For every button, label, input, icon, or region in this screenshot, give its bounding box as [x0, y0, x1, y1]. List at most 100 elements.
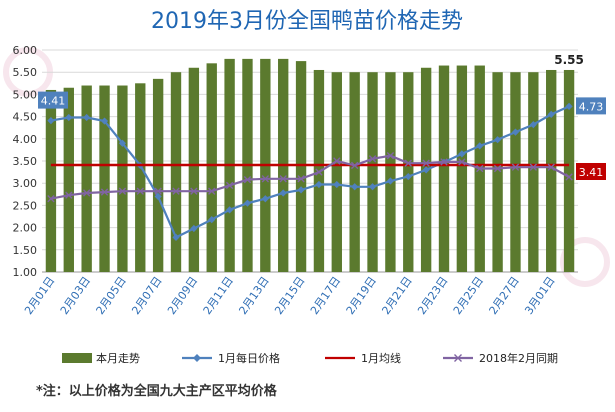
- data-point-x: [350, 161, 359, 170]
- data-point-diamond: [47, 116, 55, 125]
- data-point-diamond: [458, 150, 466, 158]
- data-point-diamond: [100, 117, 109, 125]
- data-point-diamond: [404, 172, 412, 181]
- legend-label: 本月走势: [96, 351, 140, 365]
- data-labels: 5.55 4.41 4.73 3.41: [38, 53, 606, 180]
- data-label-avg: 3.41: [579, 166, 604, 179]
- data-label-box-avg: [576, 162, 606, 180]
- x-tick-label: 2月17日: [308, 274, 343, 317]
- y-tick-label: 1.00: [13, 266, 38, 279]
- data-point-diamond: [226, 206, 234, 214]
- bar: [135, 83, 146, 272]
- legend-marker-diamond: [193, 354, 201, 362]
- y-tick-label: 1.50: [13, 244, 38, 257]
- data-point-x: [333, 157, 341, 165]
- data-point-x: [315, 168, 323, 176]
- x-tick-label: 2月11日: [201, 274, 236, 317]
- data-point-diamond: [190, 224, 198, 233]
- x-tick-label: 2月07日: [129, 274, 164, 317]
- legend-label: 2018年2月同期: [479, 351, 558, 365]
- data-point-x: [190, 187, 198, 195]
- bar: [81, 85, 92, 273]
- y-tick-label: 4.50: [13, 111, 38, 124]
- data-point-x: [440, 158, 448, 166]
- data-label-bar-last: 5.55: [554, 53, 584, 67]
- x-axis: 2月01日 2月03日 2月05日 2月07日 2月09日 2月11日 2月13日 2月15日…: [22, 274, 558, 317]
- data-point-x: [136, 187, 144, 195]
- data-point-diamond: [279, 189, 287, 197]
- data-point-diamond: [172, 233, 180, 241]
- bar: [385, 72, 396, 272]
- bar: [45, 89, 57, 273]
- data-point-diamond: [547, 110, 555, 118]
- data-point-diamond: [386, 177, 394, 185]
- data-point-diamond: [315, 180, 323, 189]
- footnote: *注：以上价格为全国九大主产区平均价格: [36, 383, 278, 399]
- x-tick-label: 2月27日: [487, 274, 522, 317]
- x-tick-label: 2月25日: [451, 274, 486, 317]
- x-tick-label: 2月13日: [236, 274, 271, 317]
- y-tick-label: 5.00: [13, 88, 38, 101]
- bar: [170, 72, 182, 272]
- bar: [367, 72, 378, 272]
- data-point-diamond: [208, 216, 216, 224]
- data-point-x: [422, 159, 430, 167]
- data-point-x: [172, 187, 180, 195]
- data-point-x: [493, 164, 502, 173]
- y-tick-label: 4.00: [13, 133, 38, 146]
- data-point-diamond: [422, 166, 430, 174]
- data-point-x: [154, 187, 162, 195]
- bar: [510, 72, 521, 272]
- data-point-diamond: [297, 186, 305, 194]
- gridlines: [42, 49, 578, 273]
- data-point-x: [261, 175, 270, 183]
- data-point-diamond: [65, 113, 73, 122]
- data-point-x: [47, 195, 55, 203]
- x-tick-label: 2月01日: [22, 274, 57, 317]
- data-point-x: [386, 151, 395, 160]
- x-tick-label: 2月15日: [272, 274, 307, 317]
- bar: [349, 72, 360, 272]
- bar: [456, 65, 468, 272]
- data-point-x: [476, 164, 484, 173]
- y-axis: 1.00 1.50 2.00 2.50 3.00 3.50 4.00 4.50 5.00 5.50…: [13, 44, 38, 279]
- legend-swatch-bar: [62, 353, 92, 363]
- legend-label: 1月均线: [361, 351, 401, 365]
- data-label-start: 4.41: [41, 95, 66, 108]
- bar: [546, 69, 557, 272]
- bar: [403, 72, 414, 272]
- data-point-x: [243, 175, 252, 184]
- data-point-x: [297, 175, 305, 183]
- bar: [331, 72, 342, 272]
- y-tick-label: 6.00: [13, 44, 38, 57]
- data-point-diamond: [261, 195, 269, 203]
- data-point-diamond: [351, 183, 359, 191]
- legend-label: 1月每日价格: [218, 351, 280, 365]
- data-point-diamond: [529, 120, 537, 129]
- data-point-x: [547, 163, 555, 171]
- x-tick-label: 2月03日: [58, 274, 93, 317]
- series-line: [50, 154, 570, 200]
- bar: [438, 65, 450, 272]
- data-point-x: [118, 187, 127, 195]
- y-tick-label: 5.50: [13, 66, 38, 79]
- data-point-x: [529, 163, 538, 171]
- data-point-x: [82, 189, 91, 197]
- data-point-x: [208, 187, 216, 195]
- y-tick-label: 2.00: [13, 222, 38, 235]
- x-tick-label: 2月09日: [165, 274, 200, 317]
- y-tick-label: 3.00: [13, 177, 38, 190]
- x-tick-label: 3月01日: [522, 274, 557, 317]
- legend-marker-x: [454, 354, 462, 362]
- data-point-x: [225, 181, 234, 190]
- watermark-logo-right: [560, 237, 610, 287]
- data-point-diamond: [243, 199, 252, 207]
- data-point-diamond: [333, 180, 341, 189]
- data-point-x: [279, 175, 287, 183]
- data-point-diamond: [511, 128, 520, 136]
- data-point-x: [404, 159, 412, 167]
- bar: [295, 61, 307, 272]
- bar: [206, 63, 217, 272]
